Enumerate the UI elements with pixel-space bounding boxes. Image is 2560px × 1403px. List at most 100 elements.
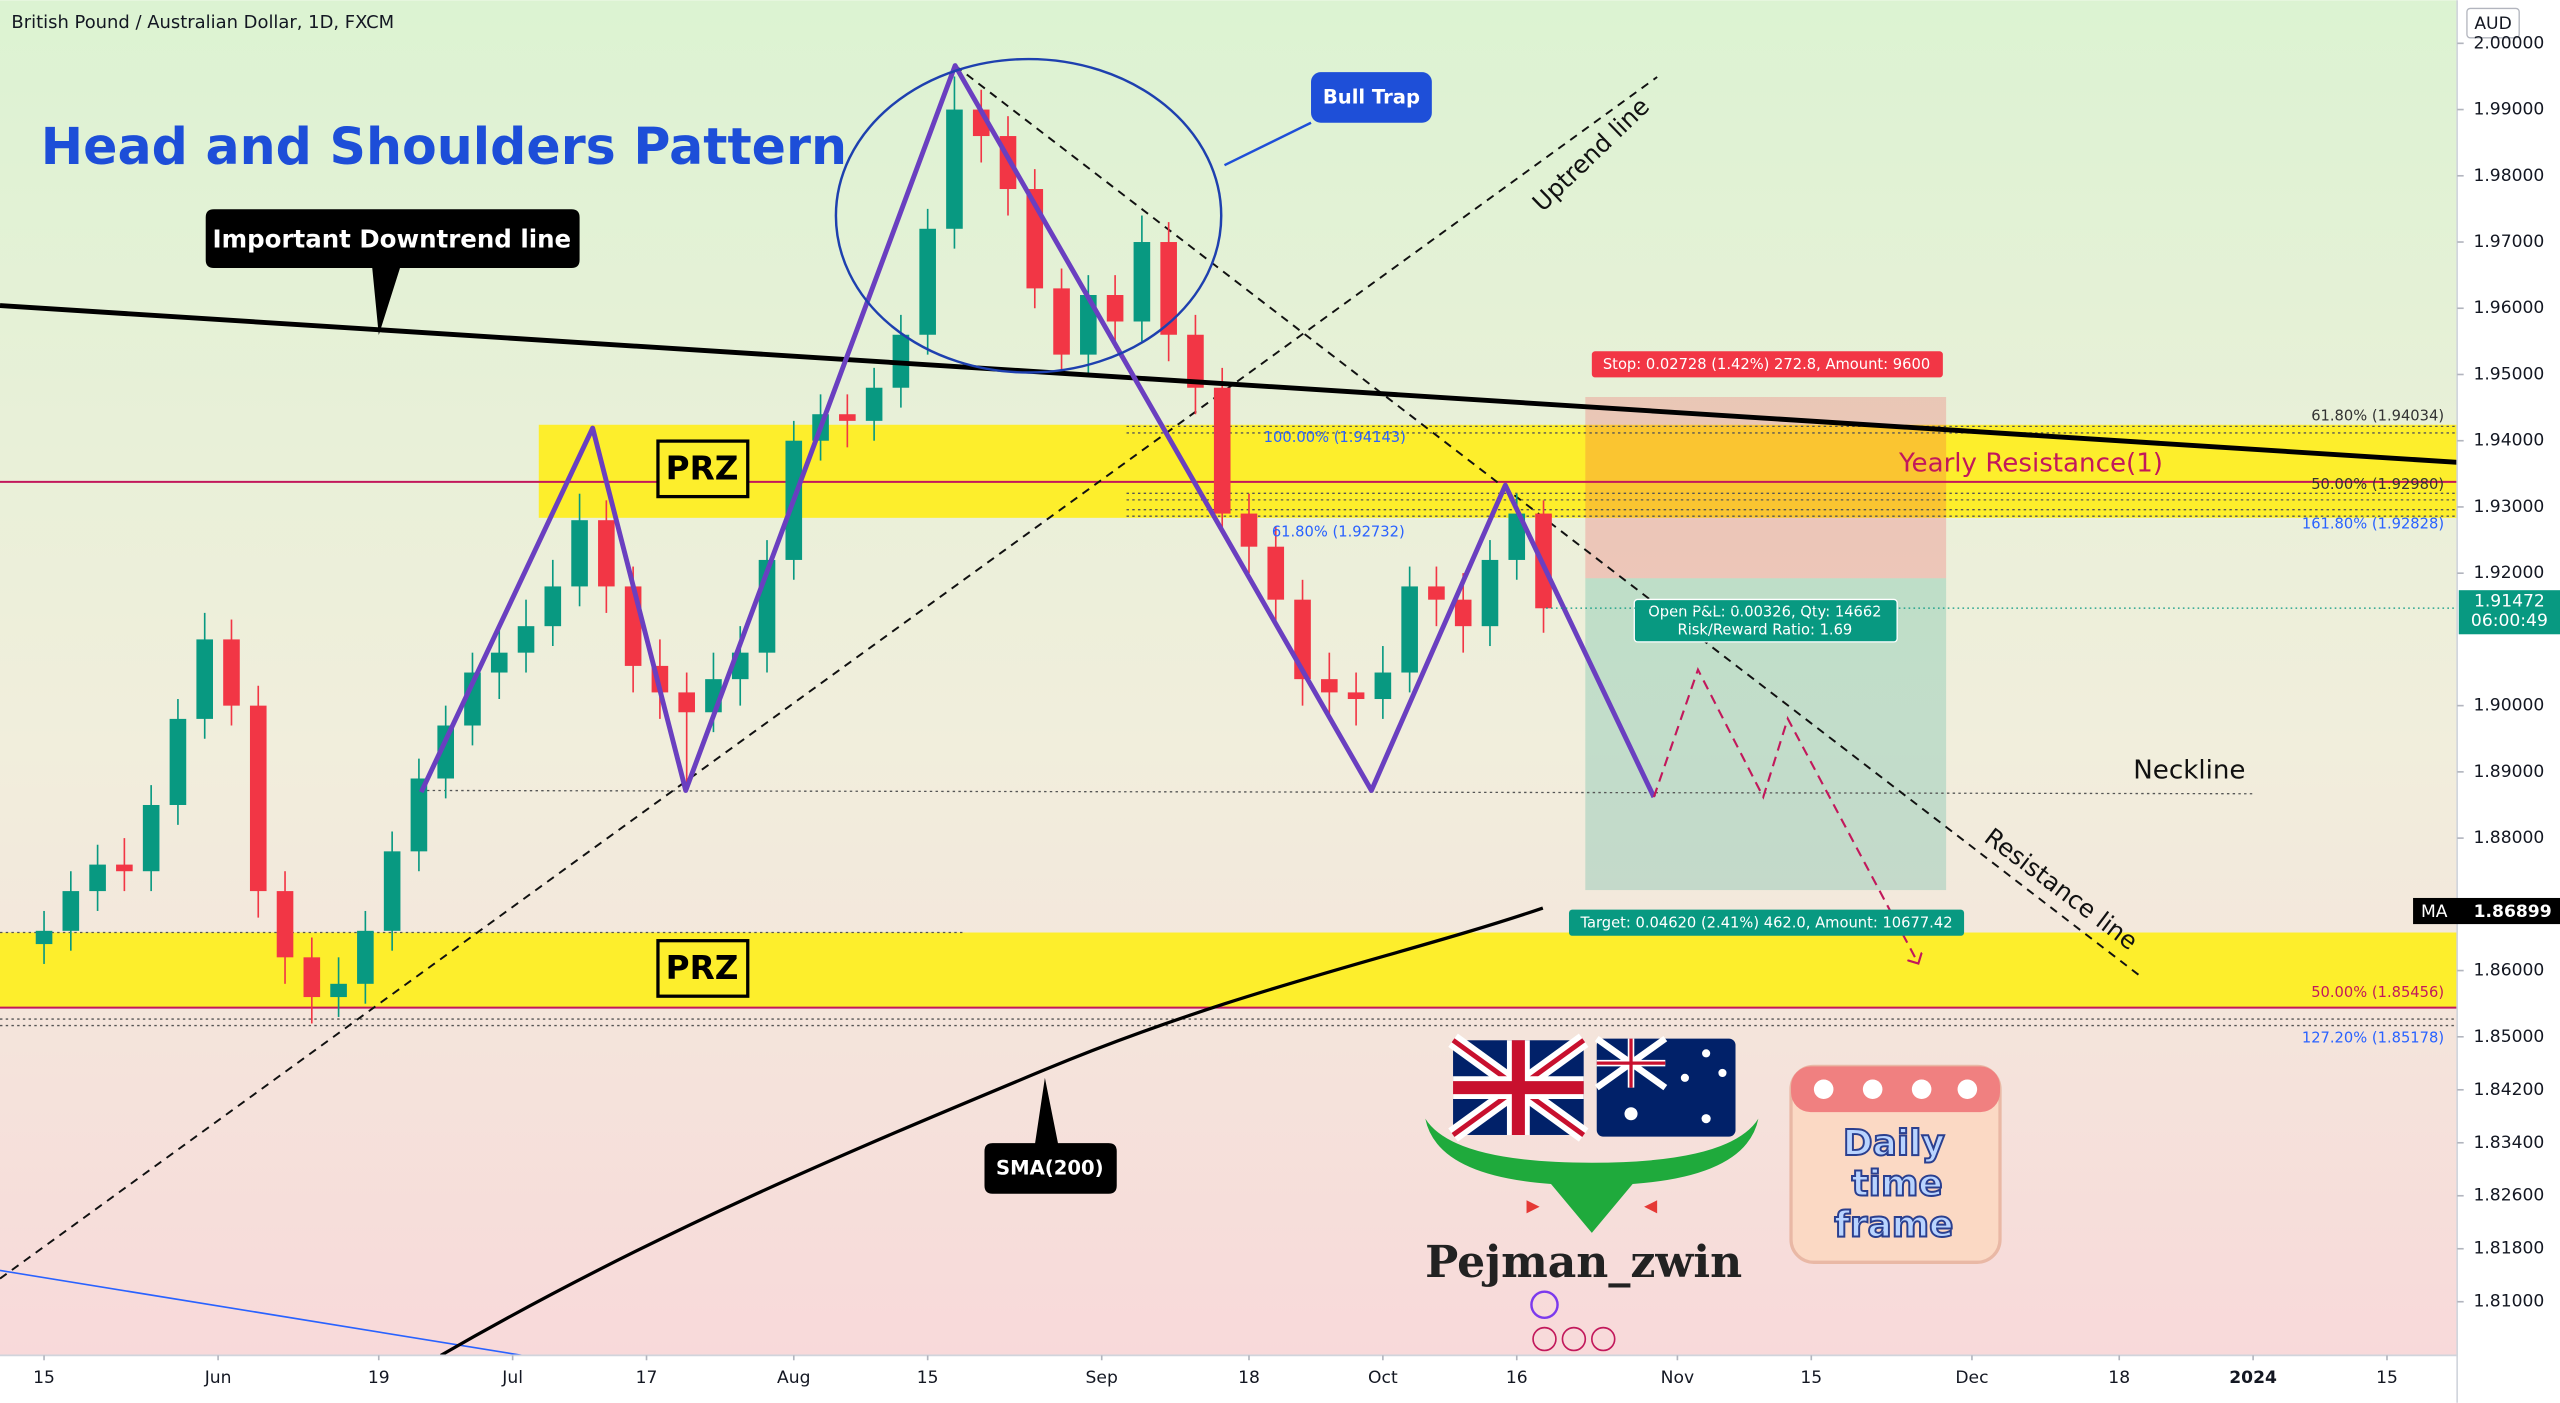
flag-detail	[1453, 1040, 1584, 1135]
author-logo: Pejman_zwin	[1425, 1033, 1759, 1352]
candle-body	[598, 520, 615, 587]
symbol-title: British Pound / Australian Dollar, 1D, F…	[11, 12, 394, 33]
badge-text: frame	[1834, 1204, 1953, 1245]
last-price-label: 1.91472	[2474, 592, 2545, 612]
y-tick-label: 1.98000	[2473, 166, 2544, 186]
y-tick-label: 1.81800	[2473, 1239, 2544, 1259]
fib-lines	[0, 425, 2458, 1027]
candle-body	[464, 672, 481, 726]
candle-body	[330, 983, 347, 998]
y-tick-label: 2.00000	[2473, 33, 2544, 53]
bull-trap-circle	[834, 57, 1223, 374]
target-box	[1568, 909, 1965, 936]
logo-swoosh	[1425, 1118, 1759, 1233]
downtrend-line	[0, 303, 2458, 465]
currency-label: AUD	[2474, 14, 2511, 34]
logo-detail	[1530, 1290, 1559, 1320]
bull-trap-label: Bull Trap	[1323, 86, 1420, 109]
x-tick-label: 18	[1238, 1368, 1260, 1388]
neckline-label: Neckline	[2133, 755, 2245, 785]
uptrend-line	[0, 76, 1658, 1280]
x-tick-label: 15	[2376, 1368, 2398, 1388]
candle-body	[1133, 242, 1151, 322]
x-tick-label: 15	[917, 1368, 939, 1388]
x-tick-label: Jun	[204, 1368, 232, 1388]
fib-label: 61.80% (1.94034)	[2311, 408, 2444, 425]
x-tick-label: 15	[1800, 1368, 1822, 1388]
y-tick-label: 1.99000	[2473, 100, 2544, 120]
candle-body	[249, 705, 267, 892]
candle-body	[1401, 586, 1418, 673]
blue-trend-line	[0, 1269, 523, 1357]
y-tick-label: 1.88000	[2473, 828, 2544, 848]
projection-path	[1652, 666, 1918, 964]
candle-body	[1053, 288, 1070, 355]
y-tick-label: 1.90000	[2473, 696, 2544, 716]
y-tick-label: 1.81000	[2473, 1292, 2544, 1312]
fib-label: 100.00% (1.94143)	[1264, 429, 1406, 446]
callout-box	[1311, 72, 1432, 123]
y-tick-label: 1.84200	[2473, 1080, 2544, 1100]
candles	[35, 76, 1552, 1024]
ma-name: MA	[2421, 902, 2448, 922]
candle-body	[303, 957, 321, 998]
candle-body	[624, 586, 642, 666]
y-tick-label: 1.96000	[2473, 298, 2544, 318]
x-tick-label: Aug	[777, 1368, 810, 1388]
callout-box	[205, 209, 580, 335]
candle-body	[383, 851, 401, 931]
ma-value-label: 1.86899	[2474, 902, 2552, 922]
logo-detail	[1532, 1326, 1557, 1352]
stop-label: Stop: 0.02728 (1.42%) 272.8, Amount: 960…	[1603, 356, 1930, 373]
x-tick-label: Sep	[1086, 1368, 1118, 1388]
candle-body	[1428, 586, 1445, 600]
candle-body	[276, 891, 294, 958]
y-tick-label: 1.86000	[2473, 961, 2544, 981]
candle-body	[89, 864, 106, 892]
fib-label: 50.00% (1.85456)	[2311, 984, 2444, 1001]
candle-body	[865, 387, 883, 421]
neckline-line	[421, 789, 2254, 795]
y-tick-label: 1.85000	[2473, 1027, 2544, 1047]
candle-body	[1160, 242, 1177, 335]
flag-stars	[1624, 1049, 1727, 1124]
candle-body	[437, 725, 454, 779]
x-tick-label: Oct	[1368, 1368, 1398, 1388]
downtrend-label: Important Downtrend line	[213, 224, 572, 253]
y-tick-label: 1.94000	[2473, 431, 2544, 451]
y-tick-label: 1.89000	[2473, 762, 2544, 782]
currency-box	[2466, 7, 2520, 39]
timeframe-badge: Daily time frame	[1789, 1064, 2002, 1264]
candle-body	[544, 586, 562, 627]
axis-layer: 2.00000 1.99000 1.98000 1.97000 1.96000 1.950…	[33, 33, 2560, 1388]
badge-text: time	[1852, 1164, 1943, 1205]
candle-body	[1187, 334, 1204, 388]
candle-body	[1213, 387, 1231, 514]
candle-body	[1080, 295, 1097, 355]
sma-line	[440, 906, 1544, 1357]
logo-detail	[1591, 1326, 1616, 1352]
pnl-box	[1633, 598, 1898, 643]
candle-body	[517, 626, 535, 653]
y-tick-label: 1.82600	[2473, 1186, 2544, 1206]
x-tick-label: 19	[368, 1368, 390, 1388]
fib-label: 61.80% (1.92732)	[1272, 524, 1405, 541]
plot-background	[0, 0, 2458, 1356]
time-axis	[0, 1355, 2458, 1403]
candle-body	[142, 804, 160, 872]
candle-body	[1508, 513, 1526, 560]
x-tick-label: Nov	[1661, 1368, 1694, 1388]
fib-label: 161.80% (1.92828)	[2302, 515, 2444, 532]
prz-zone-lower	[0, 932, 2458, 1008]
candle-body	[839, 414, 856, 421]
target-label: Target: 0.04620 (2.41%) 462.0, Amount: 1…	[1579, 915, 1952, 932]
candle-body	[919, 228, 936, 335]
candle-body	[1347, 692, 1365, 700]
logo-detail	[1561, 1326, 1587, 1352]
badge-top	[1791, 1066, 2000, 1113]
candle-body	[357, 930, 374, 984]
candle-body	[490, 652, 508, 673]
rr-label: Risk/Reward Ratio: 1.69	[1677, 621, 1852, 638]
